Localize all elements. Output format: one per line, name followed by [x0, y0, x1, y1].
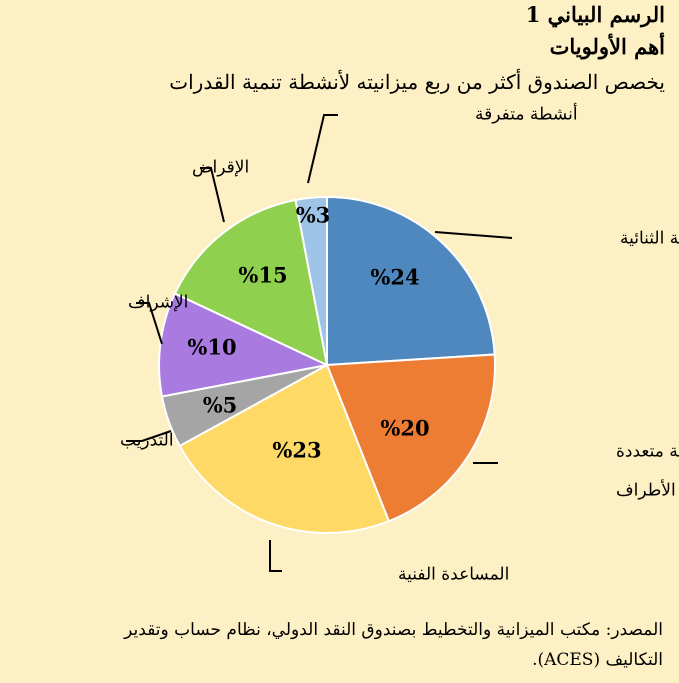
data-label-technical-assistance: %23	[272, 438, 321, 463]
leader-line-miscellaneous	[307, 114, 338, 184]
data-label-miscellaneous: %3	[296, 203, 331, 228]
leader-line-oversight	[136, 302, 163, 345]
pie-slice-technical-assistance	[178, 363, 391, 534]
category-label-miscellaneous: أنشطة متفرقة	[475, 103, 578, 125]
pie-slice-miscellaneous	[294, 195, 328, 366]
pie-slice-multilateral-surveillance	[325, 353, 497, 523]
figure-number: الرسم البياني 1	[525, 2, 665, 27]
leader-line-lending	[200, 167, 225, 223]
data-label-bilateral-surveillance: %24	[370, 265, 419, 290]
category-label-oversight: الإشراف	[128, 293, 188, 313]
chart-subtitle: يخصص الصندوق أكثر من ربع ميزانيته لأنشطة…	[169, 70, 665, 94]
pie-slice-lending	[173, 198, 329, 367]
pie-slice-oversight	[158, 292, 331, 398]
category-label-lending: الإقراض	[192, 158, 249, 178]
source-note: المصدر: مكتب الميزانية والتخطيط بصندوق ا…	[124, 620, 663, 640]
leader-line-training	[126, 430, 172, 442]
data-label-lending: %15	[238, 263, 287, 288]
pie-slice-bilateral-surveillance	[326, 195, 496, 367]
data-label-oversight: %10	[187, 335, 236, 360]
pie-chart: %24 الرقابة الثنائية %20 الرقابة متعددةالأط…	[120, 103, 679, 585]
data-label-multilateral-surveillance: %20	[380, 416, 429, 441]
data-label-training: %5	[203, 393, 238, 418]
category-label-training: التدريب	[120, 431, 174, 451]
leader-line-bilateral-surveillance	[434, 231, 513, 239]
category-label-bilateral-surveillance: الرقابة الثنائية	[620, 229, 679, 249]
leader-line-technical-assistance	[269, 540, 282, 572]
category-label-technical-assistance: المساعدة الفنية	[398, 565, 509, 585]
source-note-continued: التكاليف (ACES).	[532, 650, 663, 670]
chart-title: أهم الأولويات	[549, 34, 665, 59]
